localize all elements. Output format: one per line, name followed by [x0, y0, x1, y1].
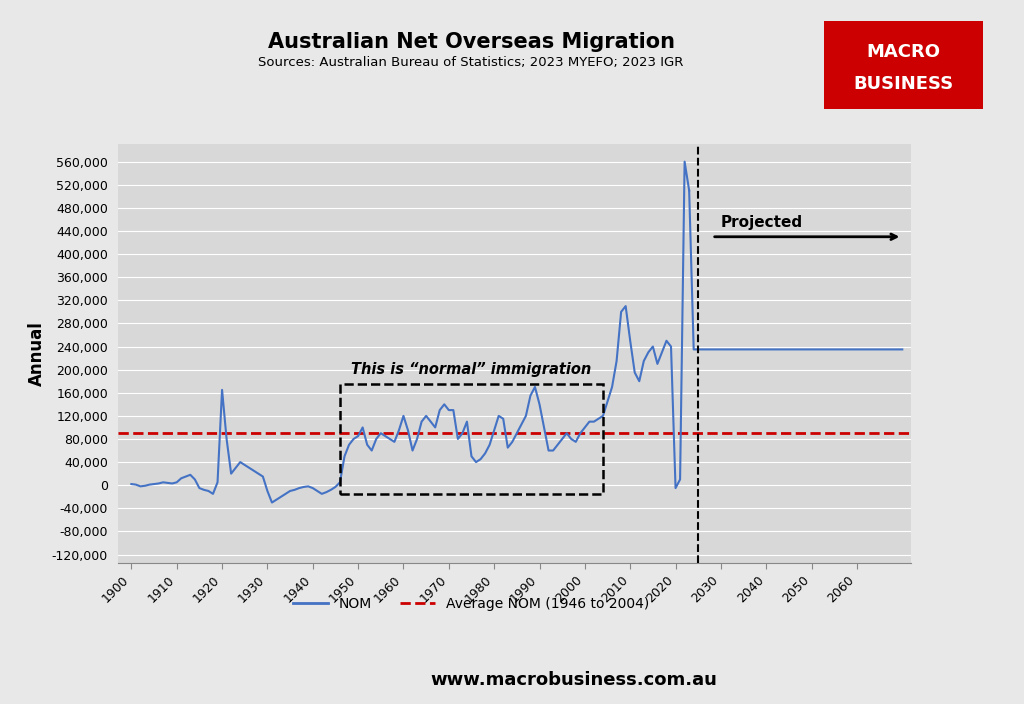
Text: Sources: Australian Bureau of Statistics; 2023 MYEFO; 2023 IGR: Sources: Australian Bureau of Statistics… — [258, 56, 684, 69]
Text: BUSINESS: BUSINESS — [854, 75, 953, 94]
Text: www.macrobusiness.com.au: www.macrobusiness.com.au — [430, 670, 717, 689]
Text: This is “normal” immigration: This is “normal” immigration — [351, 362, 592, 377]
Text: Australian Net Overseas Migration: Australian Net Overseas Migration — [267, 32, 675, 51]
Legend: NOM, Average NOM (1946 to 2004): NOM, Average NOM (1946 to 2004) — [288, 591, 654, 616]
Text: MACRO: MACRO — [866, 43, 941, 61]
Y-axis label: Annual: Annual — [29, 321, 46, 386]
Text: Projected: Projected — [721, 215, 803, 230]
